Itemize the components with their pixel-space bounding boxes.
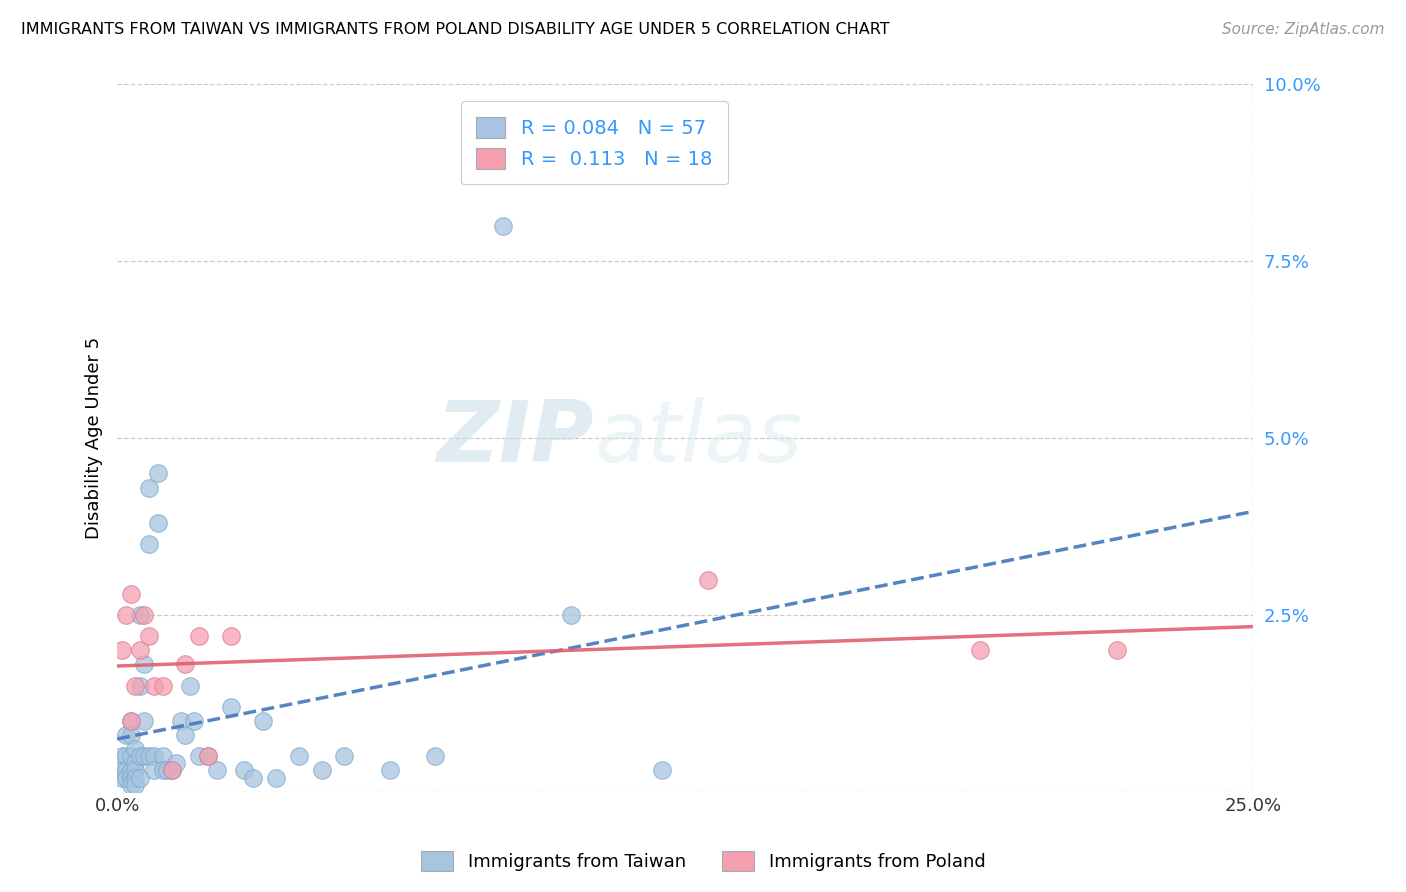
Point (205, 764, 228, 778)
Point (138, 749, 160, 764)
Point (120, 714, 142, 728)
Point (134, 714, 156, 728)
Point (129, 643, 152, 657)
Text: Source: ZipAtlas.com: Source: ZipAtlas.com (1222, 22, 1385, 37)
Point (124, 771, 146, 785)
Point (134, 657, 156, 672)
Point (165, 756, 187, 771)
Point (378, 764, 401, 778)
Point (560, 607, 582, 622)
Point (264, 771, 287, 785)
Point (174, 728, 197, 742)
Text: ZIP: ZIP (436, 397, 595, 480)
Point (120, 764, 142, 778)
Point (188, 749, 211, 764)
Point (124, 778, 146, 792)
Point (696, 573, 718, 587)
Point (156, 764, 179, 778)
Point (242, 771, 264, 785)
Point (138, 481, 160, 495)
Point (146, 516, 169, 530)
Point (129, 607, 152, 622)
Point (115, 771, 138, 785)
Point (233, 764, 256, 778)
Point (124, 764, 146, 778)
Point (183, 714, 205, 728)
Text: IMMIGRANTS FROM TAIWAN VS IMMIGRANTS FROM POLAND DISABILITY AGE UNDER 5 CORRELAT: IMMIGRANTS FROM TAIWAN VS IMMIGRANTS FRO… (21, 22, 890, 37)
Point (1105, 643, 1128, 657)
Point (138, 629, 160, 643)
Point (197, 749, 219, 764)
Point (115, 749, 138, 764)
Point (129, 749, 152, 764)
Point (492, 219, 515, 233)
Point (134, 749, 156, 764)
Text: atlas: atlas (595, 397, 803, 480)
Point (152, 679, 174, 693)
Point (219, 699, 242, 714)
Point (152, 749, 174, 764)
Point (115, 728, 138, 742)
Point (969, 643, 991, 657)
Point (142, 764, 165, 778)
Point (174, 657, 197, 672)
Point (111, 643, 134, 657)
Legend: R = 0.084   N = 57, R =  0.113   N = 18: R = 0.084 N = 57, R = 0.113 N = 18 (461, 101, 728, 185)
Point (333, 749, 356, 764)
Point (115, 764, 138, 778)
Point (170, 714, 193, 728)
Point (425, 749, 447, 764)
Point (129, 679, 152, 693)
Point (115, 607, 138, 622)
Point (142, 679, 165, 693)
Point (111, 764, 134, 778)
Point (188, 629, 211, 643)
Point (651, 764, 673, 778)
Point (288, 749, 311, 764)
Point (160, 764, 183, 778)
Point (179, 679, 201, 693)
Point (120, 728, 142, 742)
Point (160, 764, 183, 778)
Point (124, 756, 146, 771)
Point (219, 629, 242, 643)
Point (138, 537, 160, 551)
Point (311, 764, 333, 778)
Point (152, 764, 174, 778)
Point (111, 771, 134, 785)
Point (120, 771, 142, 785)
Point (124, 742, 146, 756)
Point (146, 467, 169, 481)
Point (129, 771, 152, 785)
Point (120, 778, 142, 792)
Point (120, 714, 142, 728)
Point (134, 607, 156, 622)
Point (197, 749, 219, 764)
Point (120, 587, 142, 601)
Point (252, 714, 274, 728)
Point (120, 749, 142, 764)
Y-axis label: Disability Age Under 5: Disability Age Under 5 (86, 337, 103, 539)
Legend: Immigrants from Taiwan, Immigrants from Poland: Immigrants from Taiwan, Immigrants from … (413, 844, 993, 879)
Point (124, 679, 146, 693)
Point (111, 749, 134, 764)
Point (142, 749, 165, 764)
